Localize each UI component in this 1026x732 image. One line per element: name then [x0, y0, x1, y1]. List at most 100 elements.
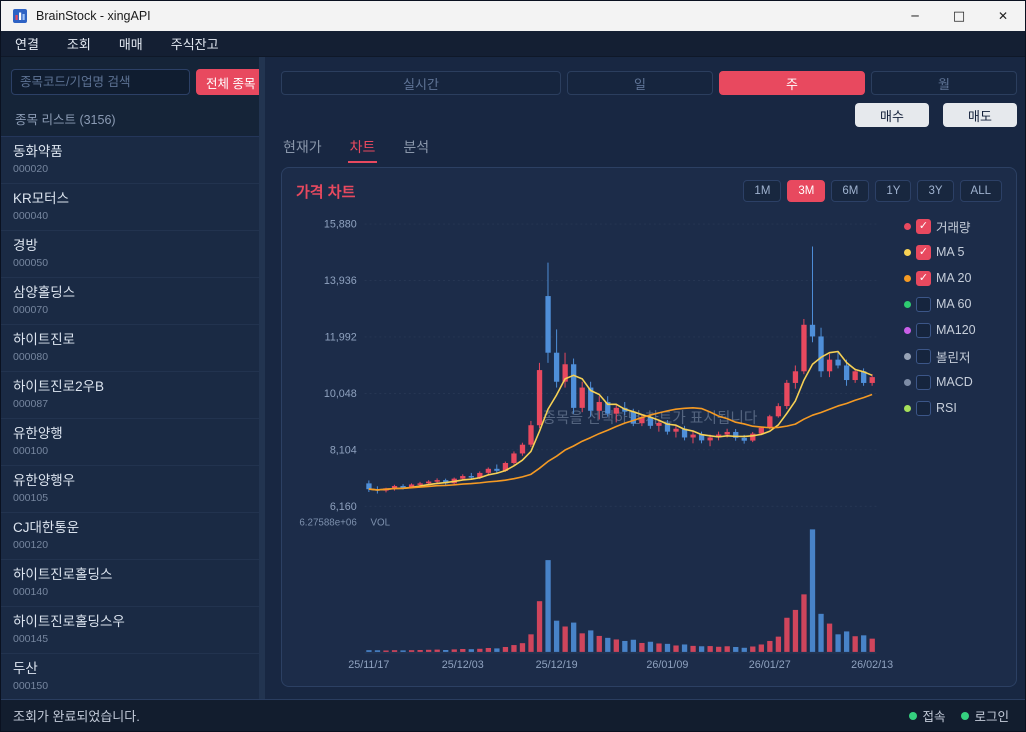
chart-legend: 거래량 MA 5 MA 20	[904, 210, 1002, 674]
svg-text:25/11/17: 25/11/17	[348, 659, 389, 671]
menu-item[interactable]: 연결	[1, 31, 53, 57]
legend-checkbox[interactable]	[916, 400, 931, 416]
status-indicator: 로그인	[961, 706, 1009, 725]
stock-list-item[interactable]: 하이트진로2우B 000087	[1, 372, 259, 419]
stock-list-item[interactable]: CJ대한통운 000120	[1, 513, 259, 560]
view-tab[interactable]: 차트	[347, 137, 378, 163]
stock-list-item[interactable]: 하이트진로홀딩스우 000145	[1, 607, 259, 654]
stock-name: 동화약품	[13, 144, 63, 159]
chart-range-button[interactable]: 1Y	[875, 180, 912, 202]
stock-list-item[interactable]: 삼양홀딩스 000070	[1, 278, 259, 325]
view-tab[interactable]: 현재가	[281, 137, 324, 163]
chart-area: 6,160 8,104 10,048 11,992 13,936 15,880 종목을 선택…	[296, 210, 898, 674]
chart-range-button[interactable]: 1M	[743, 180, 782, 202]
legend-item: MACD	[904, 374, 1002, 390]
stock-name: 하이트진로홀딩스	[13, 567, 113, 582]
legend-label: MA120	[936, 323, 976, 337]
legend-item: MA 5	[904, 244, 1002, 260]
sidebar: 전체 종목 종목 리스트 (3156) 동화약품 000020 KR모터스 00…	[1, 57, 259, 699]
legend-label: 볼린저	[936, 350, 971, 365]
titlebar-left: BrainStock - xingAPI	[1, 8, 151, 24]
stock-list-item[interactable]: 동화약품 000020	[1, 137, 259, 184]
legend-item: 거래량	[904, 218, 1002, 235]
stock-code: 000145	[13, 633, 49, 645]
legend-label: MACD	[936, 375, 973, 389]
status-dot-icon	[909, 711, 918, 720]
legend-label: 거래량	[936, 220, 971, 235]
status-indicators: 접속 로그인	[909, 706, 1009, 725]
stock-list-item[interactable]: 하이트진로 000080	[1, 325, 259, 372]
timeframe-button[interactable]: 일	[566, 71, 713, 95]
legend-checkbox[interactable]	[916, 348, 931, 364]
stock-list-item[interactable]: 유한양행 000100	[1, 419, 259, 466]
app-icon	[12, 8, 28, 24]
stock-list-item[interactable]: 하이트진로홀딩스 000140	[1, 560, 259, 607]
maximize-button[interactable]: □	[937, 1, 981, 31]
status-message: 조회가 완료되었습니다.	[13, 709, 140, 724]
stock-list-label: 종목 리스트 (3156)	[15, 113, 116, 127]
view-tab[interactable]: 분석	[401, 137, 431, 163]
minimize-button[interactable]: ─	[893, 1, 937, 31]
legend-checkbox[interactable]	[916, 270, 931, 286]
stock-list-item[interactable]: 두산 000150	[1, 654, 259, 699]
svg-text:13,936: 13,936	[324, 275, 357, 287]
legend-checkbox[interactable]	[916, 296, 931, 312]
stock-list-item[interactable]: KR모터스 000040	[1, 184, 259, 231]
all-stocks-button[interactable]: 전체 종목	[196, 69, 259, 95]
timeframe-button[interactable]: 실시간	[281, 71, 561, 95]
stock-name: KR모터스	[13, 191, 70, 206]
legend-color-dot	[904, 248, 911, 256]
stock-code: 000040	[13, 210, 49, 222]
price-chart-panel: 가격 차트 1M 3M 6M 1Y 3Y ALL 6,160 8,104 10,048 11,9…	[281, 167, 1017, 687]
legend-item: RSI	[904, 400, 1002, 416]
chart-range-row: 1M 3M 6M 1Y 3Y ALL	[743, 180, 1002, 202]
timeframe-row: 실시간 일 주 월	[281, 71, 1017, 95]
view-tabs: 현재가 차트 분석	[281, 137, 1017, 163]
menu-item[interactable]: 조회	[53, 31, 105, 57]
stock-list-item[interactable]: 유한양행우 000105	[1, 466, 259, 513]
timeframe-button[interactable]: 월	[870, 71, 1017, 95]
svg-text:6.27588e+06: 6.27588e+06	[299, 517, 357, 528]
menu-item[interactable]: 주식잔고	[157, 31, 233, 57]
trade-button[interactable]: 매도	[943, 103, 1017, 127]
statusbar: 조회가 완료되었습니다. 접속 로그인	[1, 699, 1025, 731]
svg-text:6,160: 6,160	[330, 501, 357, 513]
trade-button[interactable]: 매수	[855, 103, 929, 127]
legend-color-dot	[904, 222, 911, 230]
svg-text:10,048: 10,048	[324, 388, 357, 400]
stock-list-item[interactable]: 경방 000050	[1, 231, 259, 278]
close-button[interactable]: ✕	[981, 1, 1025, 31]
stock-code: 000080	[13, 351, 49, 363]
legend-color-dot	[904, 378, 911, 386]
legend-item: MA 20	[904, 270, 1002, 286]
legend-color-dot	[904, 274, 911, 282]
legend-label: MA 60	[936, 297, 972, 311]
stock-search-input[interactable]	[11, 69, 190, 95]
panel-splitter[interactable]	[259, 57, 265, 699]
chart-range-button[interactable]: 6M	[831, 180, 870, 202]
svg-text:25/12/19: 25/12/19	[536, 659, 578, 671]
status-indicator-label: 로그인	[974, 710, 1009, 724]
stock-code: 000050	[13, 257, 49, 269]
menu-item[interactable]: 매매	[105, 31, 157, 57]
stock-code: 000120	[13, 539, 49, 551]
legend-item: MA 60	[904, 296, 1002, 312]
legend-label: MA 20	[936, 271, 972, 285]
stock-list[interactable]: 동화약품 000020 KR모터스 000040 경방 000050 삼양홀딩스…	[1, 136, 259, 699]
chart-range-button[interactable]: 3M	[787, 180, 826, 202]
svg-text:26/01/27: 26/01/27	[749, 659, 791, 671]
stock-code: 000100	[13, 445, 49, 457]
legend-checkbox[interactable]	[916, 218, 931, 234]
chart-range-button[interactable]: 3Y	[917, 180, 954, 202]
status-indicator-label: 접속	[922, 710, 946, 724]
stock-name: 하이트진로	[13, 332, 76, 347]
timeframe-button[interactable]: 주	[718, 71, 865, 95]
stock-name: 삼양홀딩스	[13, 285, 76, 300]
legend-checkbox[interactable]	[916, 322, 931, 338]
main-area: 실시간 일 주 월 매수 매도 현재가 차트 분석 가격 차트 1M 3M 6M 1Y 3Y ALL …	[265, 57, 1025, 699]
stock-name: 하이트진로홀딩스우	[13, 614, 125, 629]
legend-checkbox[interactable]	[916, 374, 931, 390]
chart-range-button[interactable]: ALL	[959, 180, 1002, 202]
legend-checkbox[interactable]	[916, 244, 931, 260]
chart-panel-title: 가격 차트	[296, 183, 356, 201]
